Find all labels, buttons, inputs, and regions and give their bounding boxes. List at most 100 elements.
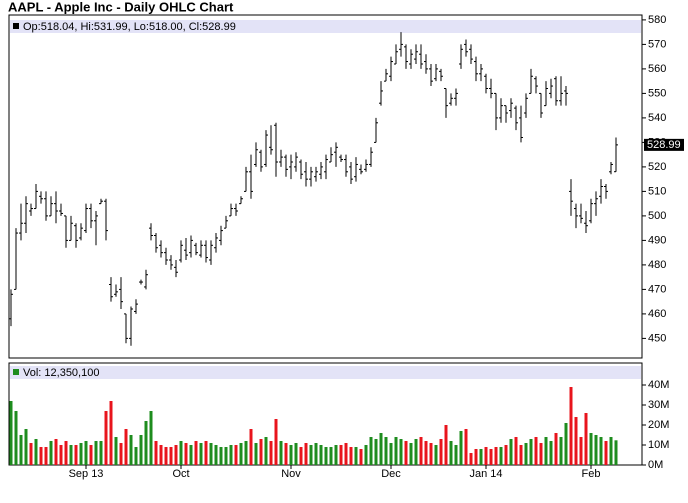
volume-bar	[234, 445, 238, 465]
volume-bar	[39, 447, 43, 465]
volume-bar	[99, 441, 103, 465]
volume-bar	[409, 443, 413, 465]
volume-bar	[474, 449, 478, 465]
volume-bar	[79, 443, 83, 465]
volume-bar	[434, 445, 438, 465]
volume-bar	[514, 437, 518, 465]
y-tick-label: 580	[648, 14, 666, 26]
volume-bar	[354, 447, 358, 465]
y-tick-label: 480	[648, 259, 666, 271]
volume-bar	[129, 435, 133, 465]
volume-bar	[319, 445, 323, 465]
volume-bar	[329, 447, 333, 465]
legend-icon	[13, 23, 19, 29]
y-tick-label: 560	[648, 63, 666, 75]
volume-bar	[339, 445, 343, 465]
volume-bar	[144, 421, 148, 465]
volume-bar	[114, 437, 118, 465]
volume-bar	[279, 441, 283, 465]
volume-bar	[484, 447, 488, 465]
y-tick-label: 470	[648, 283, 666, 295]
volume-bar	[424, 441, 428, 465]
volume-bar	[89, 445, 93, 465]
y-tick-label: 550	[648, 87, 666, 99]
volume-bar	[569, 387, 573, 465]
volume-bar	[589, 433, 593, 465]
y-tick-label: 490	[648, 234, 666, 246]
volume-bar	[379, 433, 383, 465]
volume-bar	[559, 437, 563, 465]
volume-bar	[374, 439, 378, 465]
volume-legend-strip	[10, 366, 641, 379]
volume-bar	[309, 445, 313, 465]
volume-bar	[194, 441, 198, 465]
volume-bar	[69, 445, 73, 465]
volume-bar	[389, 443, 393, 465]
volume-bar	[179, 441, 183, 465]
volume-bar	[109, 401, 113, 465]
volume-bar	[219, 447, 223, 465]
volume-bar	[419, 437, 423, 465]
volume-bar	[439, 439, 443, 465]
volume-bar	[164, 447, 168, 465]
volume-bar	[259, 439, 263, 465]
y-tick-label: 570	[648, 38, 666, 50]
volume-bar	[359, 449, 363, 465]
volume-bar	[44, 447, 48, 465]
volume-bar	[289, 445, 293, 465]
volume-bar	[464, 429, 468, 465]
chart-title: AAPL - Apple Inc - Daily OHLC Chart	[8, 0, 234, 14]
volume-bar	[504, 445, 508, 465]
volume-bar	[449, 441, 453, 465]
volume-bar	[494, 447, 498, 465]
volume-bar	[549, 441, 553, 465]
volume-bar	[369, 437, 373, 465]
volume-bar	[349, 447, 353, 465]
volume-bar	[174, 445, 178, 465]
last-price-label: 528.99	[647, 139, 681, 151]
volume-bar	[469, 453, 473, 465]
volume-bar	[149, 411, 153, 465]
volume-bar	[119, 443, 123, 465]
volume-bar	[104, 411, 108, 465]
volume-bar	[304, 443, 308, 465]
last-price-box	[644, 138, 684, 151]
volume-bar	[124, 429, 128, 465]
volume-bar	[254, 443, 258, 465]
volume-bar	[314, 443, 318, 465]
volume-bar	[499, 447, 503, 465]
volume-bar	[394, 437, 398, 465]
volume-bar	[264, 437, 268, 465]
volume-bar	[29, 443, 33, 465]
volume-bar	[14, 411, 18, 465]
volume-bar	[244, 441, 248, 465]
volume-bar	[84, 441, 88, 465]
volume-bar	[229, 445, 233, 465]
volume-bar	[169, 447, 173, 465]
price-panel	[8, 14, 643, 359]
volume-bar	[584, 413, 588, 465]
volume-bar	[324, 447, 328, 465]
x-tick-label: Dec	[381, 468, 401, 480]
volume-bar	[274, 419, 278, 465]
volume-bar	[399, 439, 403, 465]
volume-bar	[564, 423, 568, 465]
volume-legend: Vol: 12,350,100	[23, 367, 99, 379]
volume-bar	[534, 437, 538, 465]
volume-bar	[9, 401, 13, 465]
volume-bar	[154, 441, 158, 465]
volume-bar	[594, 435, 598, 465]
volume-bar	[384, 437, 388, 465]
volume-bar	[209, 443, 213, 465]
y-tick-label: 20M	[648, 419, 669, 431]
y-tick-label: 450	[648, 332, 666, 344]
volume-bar	[544, 437, 548, 465]
x-tick-label: Oct	[172, 468, 189, 480]
volume-bar	[189, 445, 193, 465]
volume-bar	[294, 443, 298, 465]
volume-bar	[444, 425, 448, 465]
volume-bar	[509, 439, 513, 465]
volume-bar	[344, 443, 348, 465]
volume-bar	[134, 447, 138, 465]
y-tick-label: 540	[648, 112, 666, 124]
